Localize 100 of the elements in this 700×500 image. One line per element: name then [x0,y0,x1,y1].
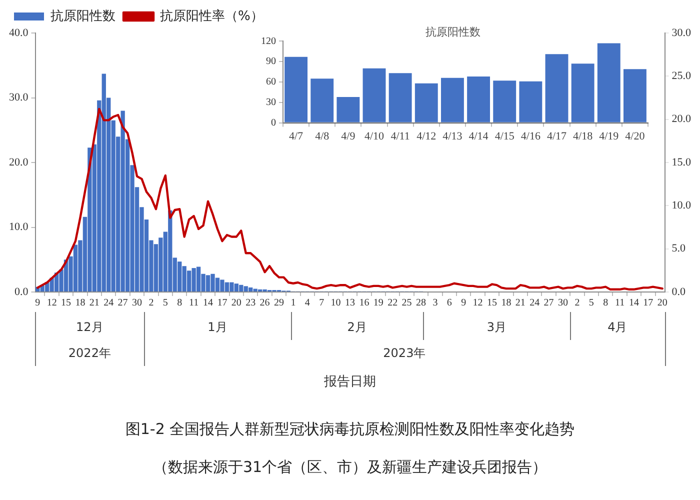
x-tick-label: 20 [231,298,242,309]
bar [310,78,334,122]
x-tick-label: 10 [330,298,341,309]
bar [623,69,646,122]
x-tick-label: 17 [643,298,654,309]
text: 2023年 [383,346,426,360]
x-tick-label: 27 [544,298,554,309]
x-tick-label: 21 [89,298,100,309]
x-tick-label: 4/13 [442,130,463,142]
x-tick-label: 30 [132,298,142,309]
y-tick-label: 30 [266,97,276,108]
x-tick-label: 4/17 [546,130,568,142]
x-tick-label: 4/20 [625,130,646,142]
y-tick-label: 20.0 [9,156,29,168]
x-tick-label: 4/18 [573,130,594,142]
x-tick-label: 5 [588,298,594,309]
x-tick-label: 15 [61,298,72,309]
y2-tick-label: 25.0 [672,70,692,82]
text: 1月 [208,320,228,334]
x-tick-label: 13 [345,298,355,309]
bar [467,76,490,122]
y2-tick-label: 30.0 [672,26,692,39]
y-tick-label: 30.0 [9,92,29,104]
x-tick-label: 25 [402,298,412,309]
x-tick-label: 18 [75,298,86,309]
x-tick-label: 9 [461,298,466,309]
y-tick-label: 90 [266,56,276,68]
y2-tick-label: 0.0 [672,286,686,298]
x-tick-label: 14 [628,298,639,309]
text: 3月 [486,320,507,334]
x-tick-label: 30 [558,298,568,309]
x-tick-label: 4/15 [494,130,515,142]
bar [336,96,360,122]
x-tick-label: 29 [274,298,284,309]
x-tick-label: 20 [657,298,668,309]
text: （数据来源于31个省（区、市）及新疆生产建设兵团报告） [152,458,548,477]
x-tick-label: 3 [432,298,438,309]
x-tick-label: 4/19 [599,130,620,142]
bar [597,43,620,122]
text: 2022年 [68,346,111,360]
x-tick-label: 8 [177,298,182,309]
x-tick-label: 6 [446,298,452,309]
x-tick-label: 21 [515,298,526,309]
x-tick-label: 4/11 [390,130,410,142]
y-tick-label: 0.0 [14,286,29,298]
x-tick-label: 2 [574,298,580,309]
text: 2月 [347,320,367,334]
x-tick-label: 4 [304,298,310,309]
x-tick-label: 24 [104,298,114,309]
x-tick-label: 4/10 [364,130,385,142]
x-tick-label: 4/14 [468,130,489,142]
x-tick-label: 4/12 [416,130,436,142]
y-tick-label: 120 [261,36,276,47]
y-tick-label: 60 [266,76,276,88]
bar [440,78,464,122]
x-tick-label: 5 [162,298,168,309]
bar [414,83,438,122]
x-tick-label: 7 [319,298,324,309]
x-tick-label: 12 [472,298,483,309]
x-tick-label: 2 [148,298,154,309]
x-tick-label: 28 [416,298,426,309]
text: 12月 [76,320,104,334]
x-tick-label: 1 [290,298,296,309]
bar [545,54,568,122]
x-tick-label: 18 [501,298,512,309]
x-tick-label: 26 [260,298,270,309]
x-tick-label: 19 [373,298,384,309]
bar [493,80,516,122]
y2-tick-label: 15.0 [672,156,692,168]
x-tick-label: 27 [118,298,128,309]
text: 4月 [608,320,628,334]
x-tick-label: 22 [388,298,398,309]
x-tick-label: 24 [530,298,540,309]
x-tick-label: 9 [35,298,40,309]
bar [571,64,594,122]
x-tick-label: 23 [246,298,256,309]
y-tick-label: 0 [271,117,276,128]
x-tick-label: 11 [614,298,625,309]
x-tick-label: 4/16 [520,130,541,142]
bar [519,81,542,122]
x-tick-label: 16 [359,298,370,309]
y-tick-label: 10.0 [9,221,29,234]
y2-tick-label: 5.0 [672,242,686,255]
bar [284,56,308,122]
text: 图1-2 全国报告人群新型冠状病毒抗原检测阳性数及阳性率变化趋势 [124,420,576,439]
bar [388,73,412,122]
x-tick-label: 8 [603,298,608,309]
bar [362,68,386,122]
x-tick-label: 11 [188,298,199,309]
y-tick-label: 40.0 [9,26,29,39]
x-tick-label: 15 [486,298,497,309]
y2-tick-label: 10.0 [672,200,692,212]
x-axis-title: 报告日期 [323,374,376,390]
x-tick-label: 14 [203,298,214,309]
legend-label: 抗原阳性数 [50,8,116,24]
x-tick-label: 4/8 [315,130,330,142]
x-tick-label: 4/9 [341,130,356,142]
x-tick-label: 17 [217,298,228,309]
y2-tick-label: 20.0 [672,113,692,126]
chart-title: 抗原阳性数 [426,25,480,38]
